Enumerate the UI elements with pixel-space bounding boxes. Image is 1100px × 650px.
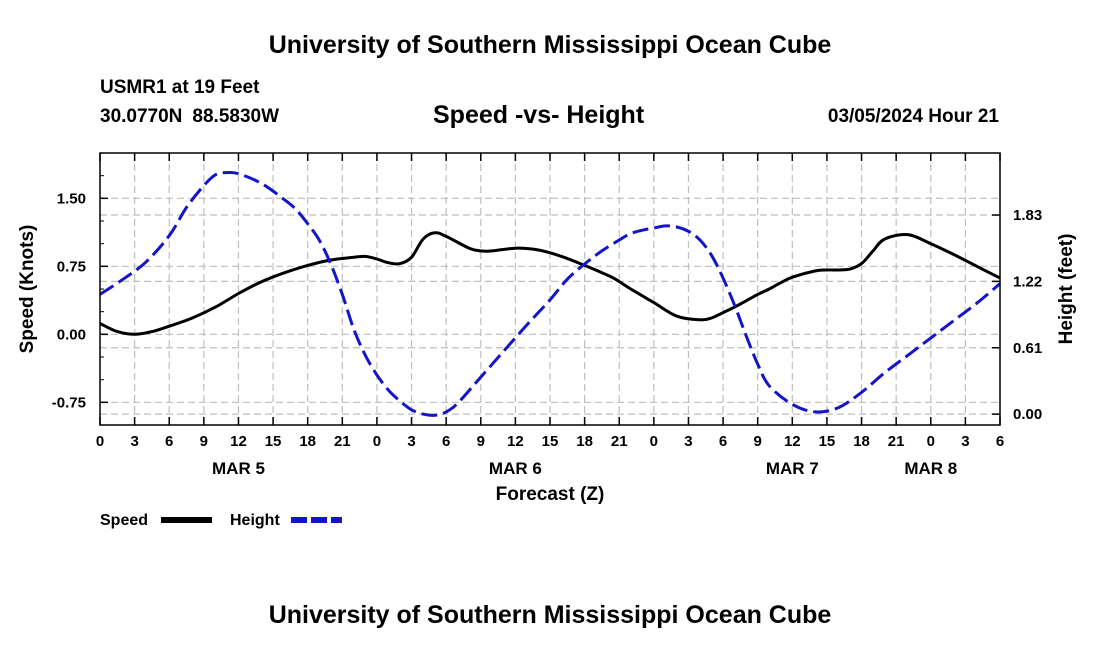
x-tick-label: 12 xyxy=(230,433,247,450)
longitude: 88.5830W xyxy=(192,106,280,127)
x-tick-label: 18 xyxy=(853,433,870,450)
chart-subtitle: Speed -vs- Height xyxy=(433,101,645,129)
latitude: 30.0770N xyxy=(100,106,183,127)
x-tick-label: 15 xyxy=(265,433,282,450)
y-tick-label-right: 0.61 xyxy=(1013,340,1042,357)
legend-label-speed: Speed xyxy=(100,512,148,529)
x-axis-label: Forecast (Z) xyxy=(496,484,605,505)
x-day-label: MAR 7 xyxy=(766,459,819,478)
x-tick-label: 3 xyxy=(684,433,692,450)
series-layer xyxy=(99,170,1001,417)
grid xyxy=(100,153,1000,425)
x-tick-label: 6 xyxy=(719,433,727,450)
series-line-height xyxy=(99,170,1001,417)
x-tick-label: 21 xyxy=(611,433,628,450)
legend: Speed Height xyxy=(100,512,342,529)
forecast-datetime: 03/05/2024 Hour 21 xyxy=(827,106,999,127)
x-tick-label: 9 xyxy=(200,433,208,450)
x-tick-label: 0 xyxy=(927,433,935,450)
x-day-label: MAR 6 xyxy=(489,459,542,478)
x-tick-label: 0 xyxy=(96,433,104,450)
y-tick-label-right: 1.22 xyxy=(1013,273,1042,290)
x-tick-label: 6 xyxy=(165,433,173,450)
x-tick-label: 15 xyxy=(819,433,836,450)
axes: 0 3 6 9 12 15 18 21 0 3 6 9 12 15 18 21 0 3 6 9 12 15 18 21 0 3 6 M… xyxy=(52,153,1042,478)
x-tick-label: 3 xyxy=(130,433,138,450)
legend-label-height: Height xyxy=(230,512,280,529)
station-name: USMR1 at 19 Feet xyxy=(100,77,260,98)
x-tick-label: 0 xyxy=(650,433,658,450)
y-tick-label-right: 0.00 xyxy=(1013,406,1042,423)
x-tick-label: 9 xyxy=(477,433,485,450)
y-axis-label-left: Speed (Knots) xyxy=(17,225,38,354)
station-coordinates: 30.0770N 88.5830W xyxy=(100,106,289,128)
x-tick-label: 6 xyxy=(442,433,450,450)
page-title: University of Southern Mississippi Ocean… xyxy=(268,31,832,59)
x-day-label: MAR 8 xyxy=(904,459,957,478)
x-tick-label: 0 xyxy=(373,433,381,450)
x-tick-label: 15 xyxy=(542,433,559,450)
x-tick-label: 3 xyxy=(407,433,415,450)
x-tick-label: 12 xyxy=(507,433,524,450)
x-tick-label: 21 xyxy=(334,433,351,450)
x-tick-label: 12 xyxy=(784,433,801,450)
x-tick-label: 18 xyxy=(576,433,593,450)
y-tick-label-right: 1.83 xyxy=(1013,207,1042,224)
x-day-label: MAR 5 xyxy=(212,459,265,478)
y-tick-label-left: -0.75 xyxy=(52,394,86,411)
page-footer-title: University of Southern Mississippi Ocean… xyxy=(268,601,832,629)
x-tick-label: 9 xyxy=(754,433,762,450)
y-axis-label-right: Height (feet) xyxy=(1056,234,1077,345)
y-tick-label-left: 0.00 xyxy=(57,326,86,343)
series-line-speed xyxy=(99,231,1001,336)
x-tick-label: 18 xyxy=(299,433,316,450)
x-tick-label: 6 xyxy=(996,433,1004,450)
x-tick-label: 3 xyxy=(961,433,969,450)
x-tick-label: 21 xyxy=(888,433,905,450)
y-tick-label-left: 1.50 xyxy=(57,190,86,207)
y-tick-label-left: 0.75 xyxy=(57,258,86,275)
